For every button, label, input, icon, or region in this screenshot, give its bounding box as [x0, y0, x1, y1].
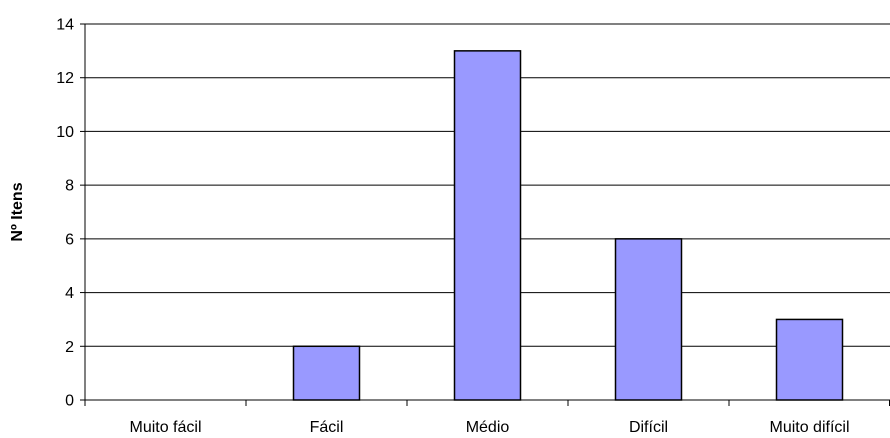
- bar-4: [775, 318, 844, 401]
- y-tick-label: 0: [65, 393, 74, 410]
- bar-3: [614, 238, 683, 401]
- y-tick-label: 4: [65, 285, 74, 302]
- bar-2: [453, 50, 522, 401]
- y-tick-label: 8: [65, 178, 74, 195]
- y-tick-labels: 0 2 4 6 8 10 12 14: [56, 17, 74, 410]
- x-tick-label: Difícil: [629, 419, 668, 436]
- y-tick-label: 14: [56, 17, 74, 34]
- y-axis-label: Nº Itens: [9, 182, 26, 241]
- x-tick-label: Muito difícil: [769, 419, 849, 436]
- bar-1: [292, 345, 361, 401]
- y-tick-label: 2: [65, 339, 74, 356]
- x-tick-label: Fácil: [310, 419, 344, 436]
- x-tick-label: Muito fácil: [129, 419, 201, 436]
- y-tick-label: 12: [56, 70, 74, 87]
- y-tick-label: 10: [56, 124, 74, 141]
- bars: [292, 50, 844, 401]
- y-tick-label: 6: [65, 231, 74, 248]
- x-tick-labels: Muito fácil Fácil Médio Difícil Muito difíci…: [129, 419, 849, 436]
- x-tick-label: Médio: [466, 419, 510, 436]
